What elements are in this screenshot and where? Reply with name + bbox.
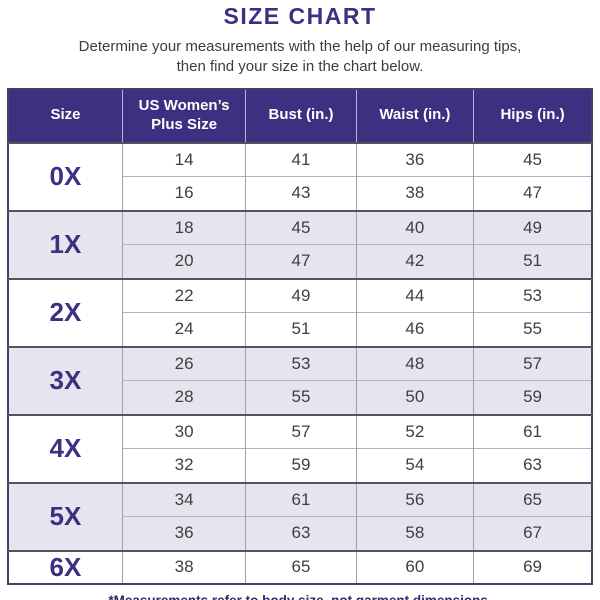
measurement-cell: 26 — [122, 345, 247, 381]
size-row-4x-2: 32 59 54 63 — [8, 448, 592, 483]
measurement-cell: 57 — [473, 345, 592, 381]
measurement-cell: 47 — [245, 244, 357, 279]
measurement-cell: 56 — [356, 481, 475, 517]
size-row-0x-2: 16 43 38 47 — [8, 176, 592, 211]
size-row-0x-1: 0X 14 41 36 45 — [8, 141, 592, 211]
measurement-cell: 58 — [356, 516, 475, 551]
measurement-cell: 59 — [473, 380, 592, 415]
measurement-cell: 67 — [473, 516, 592, 551]
measurement-cell: 22 — [122, 277, 247, 313]
measurement-cell: 59 — [245, 448, 357, 483]
measurement-cell: 65 — [245, 549, 357, 584]
size-row-1x-1: 1X 18 45 40 49 — [8, 209, 592, 279]
measurement-cell: 61 — [245, 481, 357, 517]
col-header-us-plus-size: US Women’s Plus Size — [122, 88, 247, 143]
size-row-2x-1: 2X 22 49 44 53 — [8, 277, 592, 347]
measurement-cell: 36 — [122, 516, 247, 551]
size-row-6x-1: 6X 38 65 60 69 — [8, 549, 592, 584]
size-label-4x: 4X — [8, 413, 123, 483]
col-header-hips: Hips (in.) — [473, 88, 592, 143]
size-row-3x-1: 3X 26 53 48 57 — [8, 345, 592, 415]
measurement-cell: 38 — [356, 176, 475, 211]
measurement-cell: 32 — [122, 448, 247, 483]
measurement-cell: 53 — [473, 277, 592, 313]
measurement-cell: 55 — [473, 312, 592, 347]
measurement-cell: 52 — [356, 413, 475, 449]
size-row-5x-2: 36 63 58 67 — [8, 516, 592, 551]
col-header-size: Size — [8, 88, 123, 143]
page-title: SIZE CHART — [223, 3, 377, 29]
size-chart-table: Size US Women’s Plus Size Bust (in.) Wai… — [7, 87, 593, 585]
measurement-cell: 53 — [245, 345, 357, 381]
measurement-cell: 51 — [245, 312, 357, 347]
measurement-cell: 50 — [356, 380, 475, 415]
measurement-cell: 55 — [245, 380, 357, 415]
size-label-6x: 6X — [8, 549, 123, 584]
size-label-0x: 0X — [8, 141, 123, 211]
measurement-cell: 47 — [473, 176, 592, 211]
measurement-cell: 45 — [473, 141, 592, 177]
measurement-cell: 16 — [122, 176, 247, 211]
measurement-cell: 46 — [356, 312, 475, 347]
measurement-cell: 40 — [356, 209, 475, 245]
measurement-cell: 30 — [122, 413, 247, 449]
measurement-cell: 28 — [122, 380, 247, 415]
size-label-1x: 1X — [8, 209, 123, 279]
measurement-cell: 54 — [356, 448, 475, 483]
size-row-1x-2: 20 47 42 51 — [8, 244, 592, 279]
measurement-cell: 63 — [473, 448, 592, 483]
measurement-cell: 60 — [356, 549, 475, 584]
measurement-cell: 65 — [473, 481, 592, 517]
measurement-cell: 36 — [356, 141, 475, 177]
measurement-cell: 41 — [245, 141, 357, 177]
measurement-cell: 43 — [245, 176, 357, 211]
size-row-3x-2: 28 55 50 59 — [8, 380, 592, 415]
measurement-cell: 49 — [245, 277, 357, 313]
size-row-4x-1: 4X 30 57 52 61 — [8, 413, 592, 483]
measurement-cell: 20 — [122, 244, 247, 279]
measurement-cell: 63 — [245, 516, 357, 551]
subtitle-line-2: then find your size in the chart below. — [176, 57, 424, 75]
table-header-row: Size US Women’s Plus Size Bust (in.) Wai… — [8, 88, 592, 143]
measurement-cell: 45 — [245, 209, 357, 245]
measurement-cell: 14 — [122, 141, 247, 177]
measurement-cell: 69 — [473, 549, 592, 584]
measurement-cell: 51 — [473, 244, 592, 279]
measurement-cell: 44 — [356, 277, 475, 313]
size-label-5x: 5X — [8, 481, 123, 551]
size-row-5x-1: 5X 34 61 56 65 — [8, 481, 592, 551]
subtitle: Determine your measurements with the hel… — [0, 37, 600, 77]
measurement-cell: 18 — [122, 209, 247, 245]
subtitle-line-1: Determine your measurements with the hel… — [78, 38, 522, 55]
measurement-cell: 61 — [473, 413, 592, 449]
measurement-cell: 24 — [122, 312, 247, 347]
measurement-cell: 48 — [356, 345, 475, 381]
col-header-bust: Bust (in.) — [245, 88, 357, 143]
measurement-cell: 57 — [245, 413, 357, 449]
footnote: *Measurements refer to body size, not ga… — [0, 593, 600, 600]
size-label-2x: 2X — [8, 277, 123, 347]
measurement-cell: 49 — [473, 209, 592, 245]
size-label-3x: 3X — [8, 345, 123, 415]
size-chart-table-body: 0X 14 41 36 45 16 43 38 47 1X 18 45 40 49 20 47 42 51 2X 22… — [8, 141, 592, 584]
size-row-2x-2: 24 51 46 55 — [8, 312, 592, 347]
measurement-cell: 38 — [122, 549, 247, 584]
measurement-cell: 34 — [122, 481, 247, 517]
measurement-cell: 42 — [356, 244, 475, 279]
col-header-waist: Waist (in.) — [356, 88, 475, 143]
